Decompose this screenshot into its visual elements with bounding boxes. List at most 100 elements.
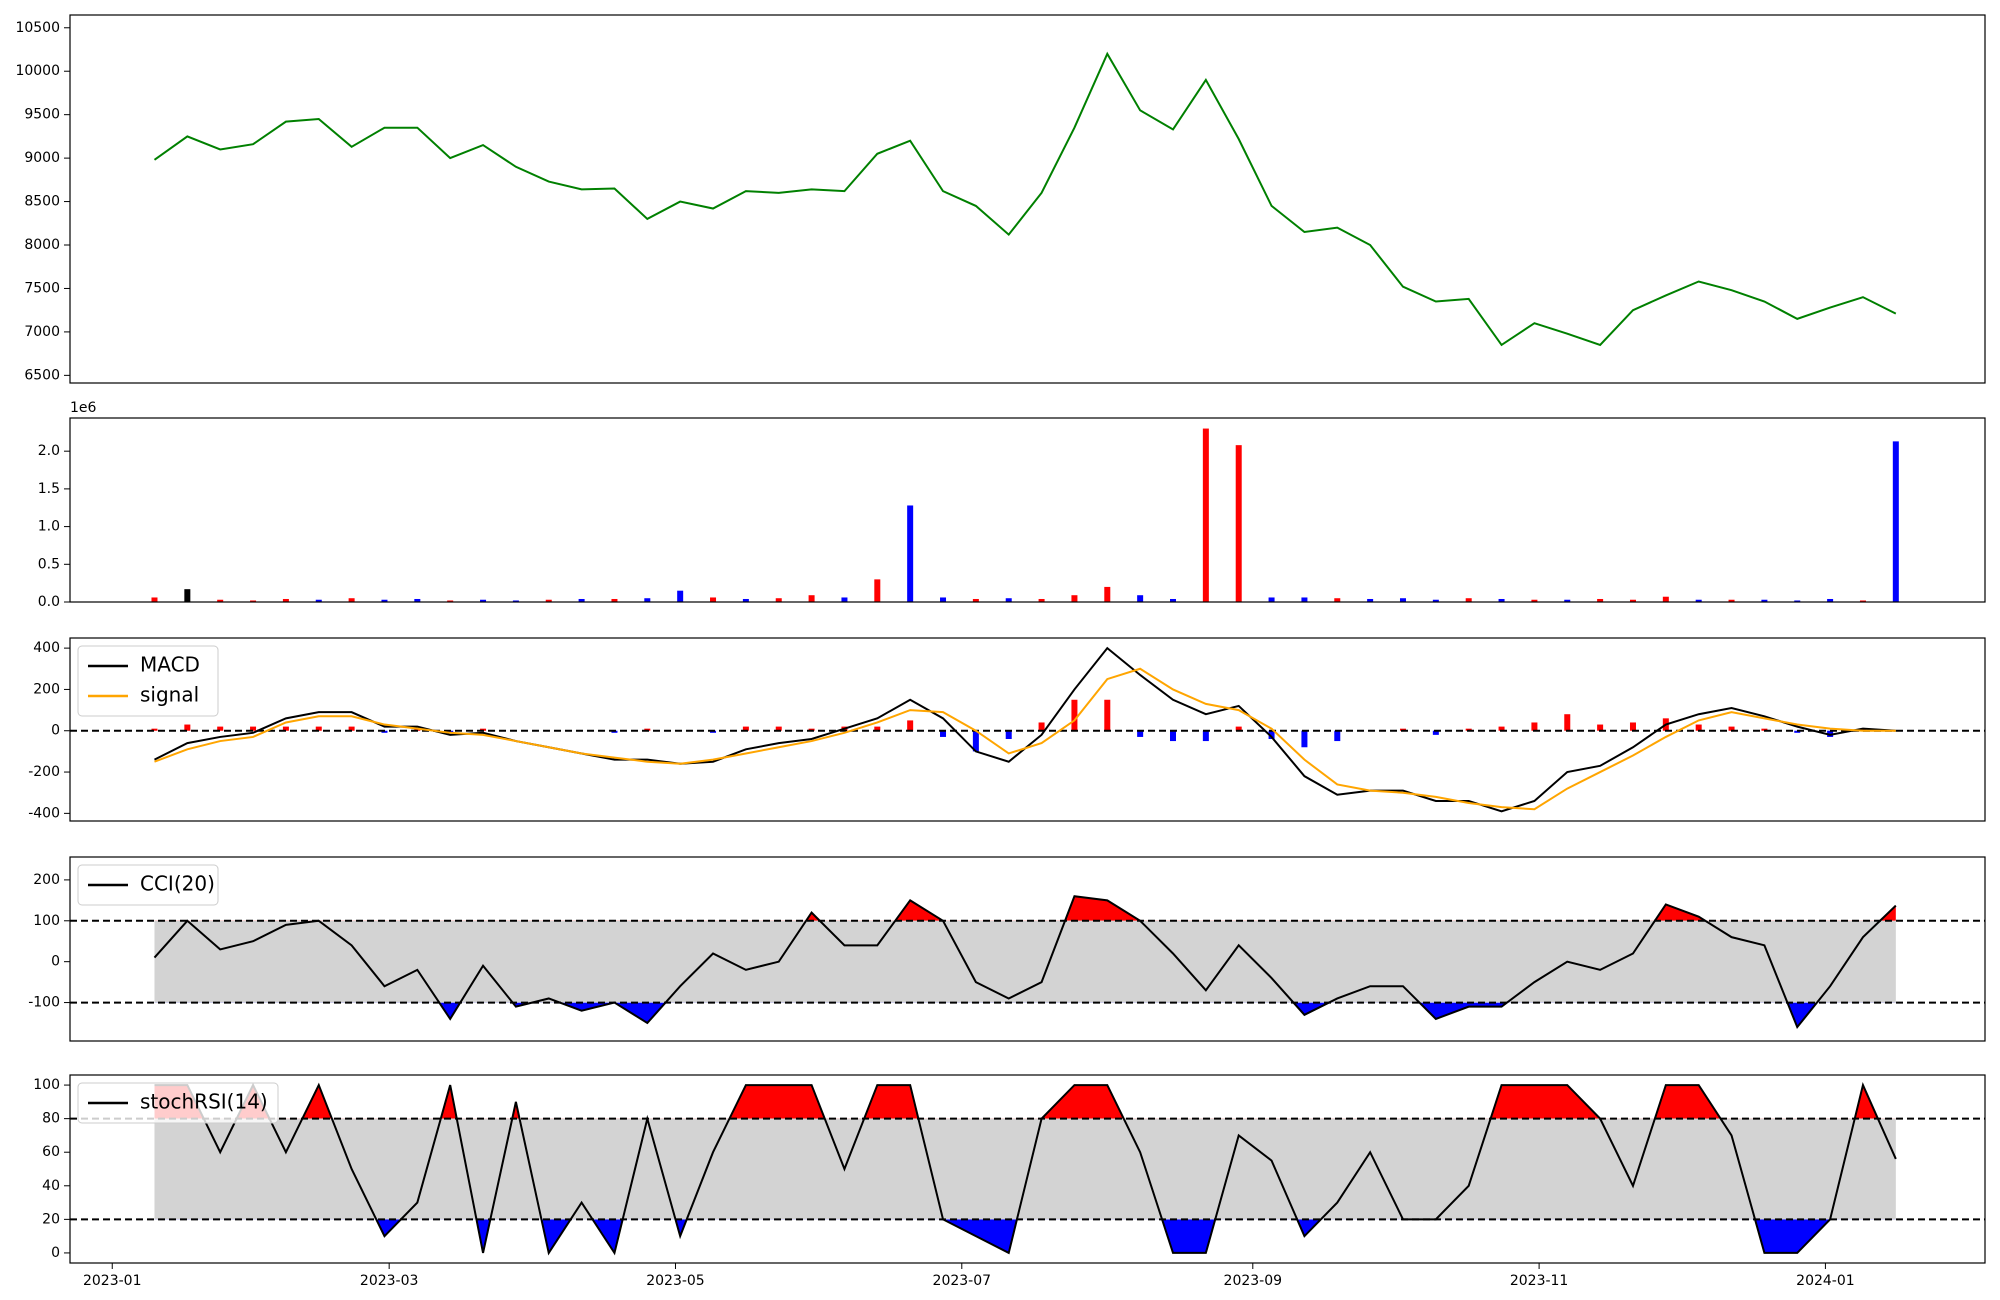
- volume-bar: [282, 598, 289, 602]
- histogram-bar: [217, 726, 224, 731]
- histogram-bar: [1202, 730, 1209, 742]
- volume-bar: [414, 598, 421, 602]
- volume-bar: [742, 598, 749, 602]
- volume-bar: [1859, 600, 1866, 602]
- y-tick-label: 40: [42, 1178, 60, 1194]
- histogram-bar: [1170, 730, 1177, 742]
- series-line: [154, 1081, 1897, 1256]
- histogram-bar: [184, 724, 191, 731]
- histogram-bar: [1629, 722, 1636, 731]
- volume-bar: [1827, 598, 1834, 602]
- neutral-band: [154, 1118, 1896, 1220]
- y-tick-label: 100: [33, 1077, 60, 1093]
- x-tick-label: 2023-11: [1510, 1273, 1569, 1289]
- y-tick-label: 400: [33, 640, 60, 656]
- x-tick-label: 2023-05: [646, 1273, 705, 1289]
- histogram-bar: [1301, 730, 1308, 748]
- histogram-bar: [1038, 722, 1045, 731]
- histogram-bar: [1399, 728, 1406, 731]
- volume-bar: [1071, 595, 1078, 602]
- x-tick-label: 2023-07: [933, 1273, 992, 1289]
- volume-bar: [1301, 597, 1308, 602]
- volume-bar: [1498, 598, 1505, 602]
- histogram-bar: [282, 726, 289, 731]
- upper-fill: [806, 896, 1896, 921]
- volume-bar: [1038, 598, 1045, 602]
- volume-bar: [545, 599, 552, 602]
- histogram-bar: [447, 730, 454, 733]
- legend-label: signal: [140, 683, 199, 707]
- volume-bar: [1170, 598, 1177, 602]
- y-tick-label: 1.5: [38, 481, 60, 497]
- volume-bar: [151, 597, 158, 602]
- volume-bar: [1695, 599, 1702, 602]
- y-tick-label: 20: [42, 1211, 60, 1227]
- histogram-bar: [1827, 730, 1834, 737]
- volume-bar: [1268, 597, 1275, 602]
- volume-bar: [447, 600, 454, 602]
- histogram-bar: [1235, 726, 1242, 731]
- legend-box: [77, 1082, 279, 1124]
- neutral-band: [154, 920, 1896, 1003]
- volume-bar: [512, 600, 519, 602]
- histogram-bar: [808, 728, 815, 731]
- volume-bar: [250, 600, 257, 602]
- volume-bar: [1334, 598, 1341, 602]
- volume-bar: [1005, 598, 1012, 602]
- histogram-bar: [1859, 728, 1866, 731]
- x-tick-label: 2023-03: [360, 1273, 419, 1289]
- y-tick-label: 0: [51, 1245, 60, 1261]
- y-tick-label: 60: [42, 1144, 60, 1160]
- volume-bar: [841, 597, 848, 602]
- y-tick-label: 10000: [15, 63, 60, 79]
- volume-bar: [907, 505, 914, 602]
- x-tick-label: 2023-01: [83, 1273, 142, 1289]
- histogram-bar: [250, 726, 257, 731]
- y-offset-label: 1e6: [70, 400, 97, 416]
- volume-bar: [480, 599, 487, 602]
- histogram-bar: [742, 726, 749, 731]
- lower-fill: [439, 1002, 1817, 1028]
- histogram-bar: [907, 720, 914, 731]
- volume-bar: [1629, 599, 1636, 602]
- volume-bar: [775, 598, 782, 602]
- y-tick-label: 0.0: [38, 594, 60, 610]
- histogram-bar: [480, 728, 487, 731]
- volume-bar: [1662, 596, 1669, 602]
- histogram-bar: [1794, 730, 1801, 733]
- histogram-bar: [1268, 730, 1275, 740]
- histogram-bar: [1465, 728, 1472, 731]
- histogram-bar: [874, 726, 881, 731]
- histogram-bar: [381, 730, 388, 733]
- volume-bar: [1564, 599, 1571, 602]
- histogram-bar: [644, 728, 651, 731]
- histogram-bar: [1564, 714, 1571, 731]
- y-tick-label: 9500: [24, 107, 60, 123]
- y-tick-label: 8500: [24, 194, 60, 210]
- histogram-bar: [1334, 730, 1341, 742]
- histogram-bar: [775, 726, 782, 731]
- volume-bar: [1794, 600, 1801, 602]
- axes-frame: [69, 14, 1986, 384]
- volume-bar: [940, 597, 947, 602]
- legend-label: stochRSI(14): [140, 1090, 268, 1114]
- volume-bar: [1892, 441, 1899, 602]
- histogram-bar: [1432, 730, 1439, 735]
- volume-bar: [1235, 445, 1242, 602]
- volume-bar: [184, 589, 191, 602]
- y-tick-label: 0.5: [38, 556, 60, 572]
- legend-label: MACD: [140, 653, 200, 677]
- volume-bar: [1367, 598, 1374, 602]
- histogram-bar: [1531, 722, 1538, 731]
- histogram-bar: [1498, 726, 1505, 731]
- y-tick-label: -200: [28, 764, 60, 780]
- volume-bar: [1432, 599, 1439, 602]
- y-tick-label: 7500: [24, 280, 60, 296]
- y-tick-label: 2.0: [38, 443, 60, 459]
- volume-bar: [578, 598, 585, 602]
- y-tick-label: 80: [42, 1111, 60, 1127]
- axes-frame: [69, 856, 1986, 1042]
- y-tick-label: 10500: [15, 20, 60, 36]
- axes-frame: [69, 1074, 1986, 1264]
- volume-bar: [677, 590, 684, 602]
